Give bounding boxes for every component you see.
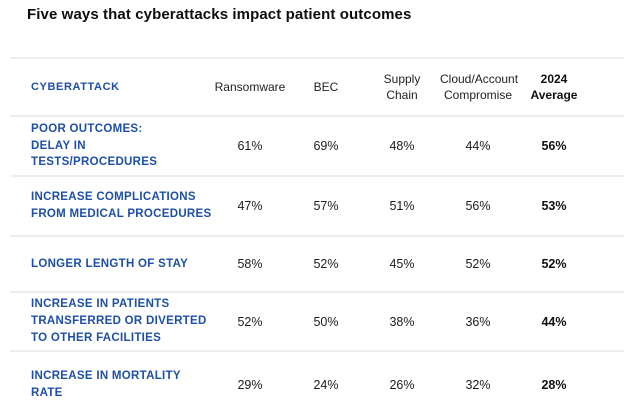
cell-value: 38% — [389, 314, 415, 329]
cell-value-average: 56% — [541, 139, 567, 153]
row-label: INCREASE IN MORTALITY RATE — [31, 370, 181, 399]
row-label: INCREASE IN PATIENTS TRANSFERRED OR DIVE… — [31, 298, 207, 344]
cell-value: 26% — [389, 378, 415, 392]
cell-value: 61% — [237, 139, 263, 153]
page-title: Five ways that cyberattacks impact patie… — [27, 6, 412, 23]
cell-value: 32% — [465, 378, 491, 392]
column-header-2024-average: 2024 Average — [530, 71, 578, 102]
column-header-cloud-account-compromise: Cloud/Account Compromise — [440, 71, 519, 102]
table-row-mortality-rate: INCREASE IN MORTALITY RATE 29% 24% 26% 3… — [10, 350, 624, 418]
cell-value: 36% — [465, 314, 491, 329]
cell-value: 50% — [313, 314, 339, 329]
column-header-ransomware: Ransomware — [214, 79, 286, 94]
column-header-supply-chain: Supply Chain — [383, 71, 421, 102]
cell-value: 51% — [389, 199, 415, 213]
impact-table: CYBERATTACK Ransomware BEC Supply Chain … — [10, 57, 624, 418]
cell-value: 47% — [237, 199, 263, 213]
table-row-longer-length-of-stay: LONGER LENGTH OF STAY 58% 52% 45% 52% 52… — [10, 235, 624, 291]
cell-value: 45% — [389, 257, 415, 271]
cell-value: 69% — [313, 139, 339, 153]
column-header-bec: BEC — [313, 79, 339, 94]
cell-value-average: 28% — [541, 378, 567, 392]
table-row-poor-outcomes: POOR OUTCOMES: DELAY IN TESTS/PROCEDURES… — [10, 115, 624, 175]
row-label: POOR OUTCOMES: DELAY IN TESTS/PROCEDURES — [31, 122, 158, 169]
row-label: LONGER LENGTH OF STAY — [31, 257, 189, 270]
cell-value-average: 52% — [541, 257, 567, 271]
cell-value: 24% — [313, 378, 339, 392]
cell-value: 57% — [313, 199, 339, 213]
cell-value: 52% — [237, 314, 263, 329]
row-label: INCREASE COMPLICATIONS FROM MEDICAL PROC… — [31, 191, 212, 220]
cell-value: 52% — [313, 257, 339, 271]
table-row-patients-transferred: INCREASE IN PATIENTS TRANSFERRED OR DIVE… — [10, 291, 624, 350]
cell-value: 29% — [237, 378, 263, 392]
cell-value-average: 44% — [541, 314, 567, 329]
cell-value: 56% — [465, 199, 491, 213]
cell-value: 48% — [389, 139, 415, 153]
table-row-increase-complications: INCREASE COMPLICATIONS FROM MEDICAL PROC… — [10, 175, 624, 235]
table-header-row: CYBERATTACK Ransomware BEC Supply Chain … — [10, 57, 624, 115]
cell-value: 58% — [237, 257, 263, 271]
cell-value-average: 53% — [541, 199, 567, 213]
column-header-cyberattack: CYBERATTACK — [31, 81, 120, 93]
cell-value: 52% — [465, 257, 491, 271]
cell-value: 44% — [465, 139, 491, 153]
